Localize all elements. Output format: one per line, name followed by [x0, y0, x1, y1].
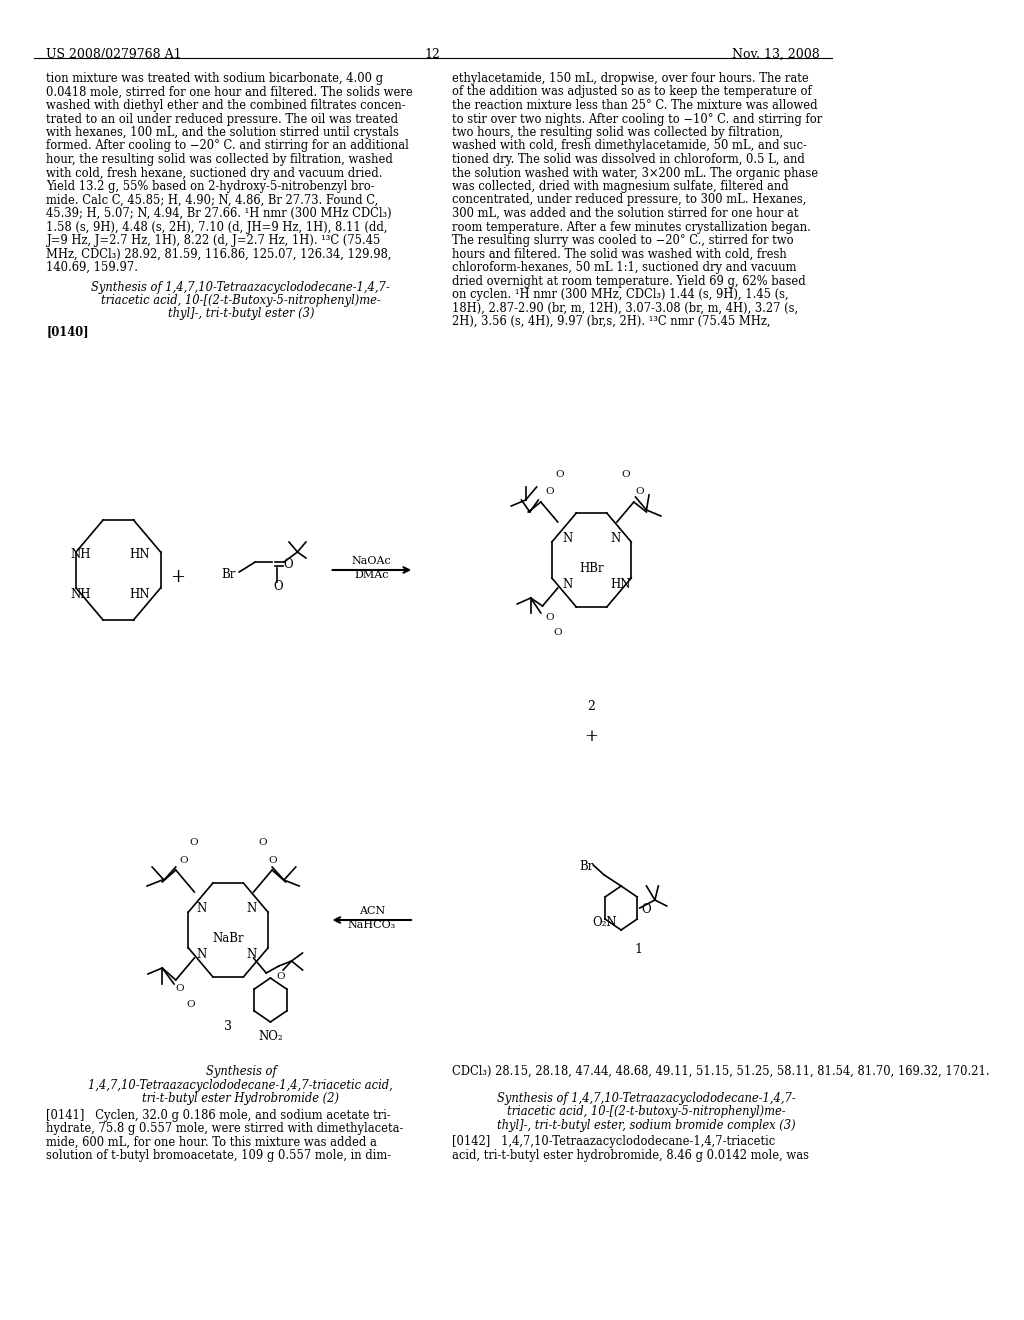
Text: MHz, CDCl₃) 28.92, 81.59, 116.86, 125.07, 126.34, 129.98,: MHz, CDCl₃) 28.92, 81.59, 116.86, 125.07… [46, 248, 392, 260]
Text: O: O [176, 983, 184, 993]
Text: 3: 3 [224, 1020, 232, 1034]
Text: concentrated, under reduced pressure, to 300 mL. Hexanes,: concentrated, under reduced pressure, to… [453, 194, 807, 206]
Text: Synthesis of 1,4,7,10-Tetraazacyclododecane-1,4,7-: Synthesis of 1,4,7,10-Tetraazacyclododec… [91, 281, 390, 293]
Text: O: O [186, 1001, 195, 1008]
Text: to stir over two nights. After cooling to −10° C. and stirring for: to stir over two nights. After cooling t… [453, 112, 822, 125]
Text: N: N [610, 532, 621, 545]
Text: O: O [273, 579, 284, 593]
Text: thyl]-, tri-t-butyl ester, sodium bromide complex (3): thyl]-, tri-t-butyl ester, sodium bromid… [498, 1119, 796, 1133]
Text: mide, 600 mL, for one hour. To this mixture was added a: mide, 600 mL, for one hour. To this mixt… [46, 1135, 378, 1148]
Text: O: O [259, 838, 267, 847]
Text: 0.0418 mole, stirred for one hour and filtered. The solids were: 0.0418 mole, stirred for one hour and fi… [46, 86, 414, 99]
Text: HN: HN [129, 548, 150, 561]
Text: Synthesis of 1,4,7,10-Tetraazacyclododecane-1,4,7-: Synthesis of 1,4,7,10-Tetraazacyclododec… [497, 1092, 796, 1105]
Text: solution of t-butyl bromoacetate, 109 g 0.557 mole, in dim-: solution of t-butyl bromoacetate, 109 g … [46, 1148, 391, 1162]
Text: washed with diethyl ether and the combined filtrates concen-: washed with diethyl ether and the combin… [46, 99, 407, 112]
Text: formed. After cooling to −20° C. and stirring for an additional: formed. After cooling to −20° C. and sti… [46, 140, 410, 153]
Text: 1.58 (s, 9H), 4.48 (s, 2H), 7.10 (d, JH=9 Hz, 1H), 8.11 (dd,: 1.58 (s, 9H), 4.48 (s, 2H), 7.10 (d, JH=… [46, 220, 388, 234]
Text: US 2008/0279768 A1: US 2008/0279768 A1 [46, 48, 182, 61]
Text: [0142]   1,4,7,10-Tetraazacyclododecane-1,4,7-triacetic: [0142] 1,4,7,10-Tetraazacyclododecane-1,… [453, 1135, 775, 1148]
Text: O: O [545, 487, 554, 496]
Text: O: O [283, 558, 293, 572]
Text: N: N [196, 902, 206, 915]
Text: NH: NH [70, 548, 90, 561]
Text: 300 mL, was added and the solution stirred for one hour at: 300 mL, was added and the solution stirr… [453, 207, 799, 220]
Text: O: O [545, 612, 554, 622]
Text: was collected, dried with magnesium sulfate, filtered and: was collected, dried with magnesium sulf… [453, 180, 788, 193]
Text: acid, tri-t-butyl ester hydrobromide, 8.46 g 0.0142 mole, was: acid, tri-t-butyl ester hydrobromide, 8.… [453, 1148, 809, 1162]
Text: O: O [268, 855, 278, 865]
Text: hydrate, 75.8 g 0.557 mole, were stirred with dimethylaceta-: hydrate, 75.8 g 0.557 mole, were stirred… [46, 1122, 403, 1135]
Text: HN: HN [129, 587, 150, 601]
Text: The resulting slurry was cooled to −20° C., stirred for two: The resulting slurry was cooled to −20° … [453, 234, 794, 247]
Text: ethylacetamide, 150 mL, dropwise, over four hours. The rate: ethylacetamide, 150 mL, dropwise, over f… [453, 73, 809, 84]
Text: CDCl₃) 28.15, 28.18, 47.44, 48.68, 49.11, 51.15, 51.25, 58.11, 81.54, 81.70, 169: CDCl₃) 28.15, 28.18, 47.44, 48.68, 49.11… [453, 1065, 990, 1078]
Text: Synthesis of: Synthesis of [206, 1065, 276, 1078]
Text: NaHCO₃: NaHCO₃ [348, 920, 396, 931]
Text: NaOAc: NaOAc [352, 556, 392, 566]
Text: J=9 Hz, J=2.7 Hz, 1H), 8.22 (d, J=2.7 Hz, 1H). ¹³C (75.45: J=9 Hz, J=2.7 Hz, 1H), 8.22 (d, J=2.7 Hz… [46, 234, 381, 247]
Text: N: N [247, 948, 257, 961]
Text: 1: 1 [634, 942, 642, 956]
Text: O: O [179, 855, 187, 865]
Text: O: O [189, 838, 198, 847]
Text: 18H), 2.87-2.90 (br, m, 12H), 3.07-3.08 (br, m, 4H), 3.27 (s,: 18H), 2.87-2.90 (br, m, 12H), 3.07-3.08 … [453, 301, 799, 314]
Text: trated to an oil under reduced pressure. The oil was treated: trated to an oil under reduced pressure.… [46, 112, 398, 125]
Text: O: O [641, 903, 651, 916]
Text: ACN: ACN [358, 906, 385, 916]
Text: mide. Calc C, 45.85; H, 4.90; N, 4.86, Br 27.73. Found C,: mide. Calc C, 45.85; H, 4.90; N, 4.86, B… [46, 194, 379, 206]
Text: N: N [562, 532, 572, 545]
Text: on cyclen. ¹H nmr (300 MHz, CDCl₃) 1.44 (s, 9H), 1.45 (s,: on cyclen. ¹H nmr (300 MHz, CDCl₃) 1.44 … [453, 288, 788, 301]
Text: O₂N: O₂N [593, 916, 617, 929]
Text: Nov. 13, 2008: Nov. 13, 2008 [732, 48, 820, 61]
Text: washed with cold, fresh dimethylacetamide, 50 mL, and suc-: washed with cold, fresh dimethylacetamid… [453, 140, 807, 153]
Text: [0141]   Cyclen, 32.0 g 0.186 mole, and sodium acetate tri-: [0141] Cyclen, 32.0 g 0.186 mole, and so… [46, 1109, 391, 1122]
Text: 45.39; H, 5.07; N, 4.94, Br 27.66. ¹H nmr (300 MHz CDCl₃): 45.39; H, 5.07; N, 4.94, Br 27.66. ¹H nm… [46, 207, 392, 220]
Text: [0140]: [0140] [46, 325, 89, 338]
Text: 12: 12 [425, 48, 440, 61]
Text: with cold, fresh hexane, suctioned dry and vacuum dried.: with cold, fresh hexane, suctioned dry a… [46, 166, 383, 180]
Text: NH: NH [70, 587, 90, 601]
Text: two hours, the resulting solid was collected by filtration,: two hours, the resulting solid was colle… [453, 125, 783, 139]
Text: tri-t-butyl ester Hydrobromide (2): tri-t-butyl ester Hydrobromide (2) [142, 1092, 339, 1105]
Text: O: O [636, 487, 644, 496]
Text: Yield 13.2 g, 55% based on 2-hydroxy-5-nitrobenzyl bro-: Yield 13.2 g, 55% based on 2-hydroxy-5-n… [46, 180, 375, 193]
Text: the reaction mixture less than 25° C. The mixture was allowed: the reaction mixture less than 25° C. Th… [453, 99, 818, 112]
Text: +: + [170, 568, 185, 586]
Text: Br: Br [579, 861, 593, 873]
Text: hour, the resulting solid was collected by filtration, washed: hour, the resulting solid was collected … [46, 153, 393, 166]
Text: HN: HN [610, 578, 631, 591]
Text: 1,4,7,10-Tetraazacyclododecane-1,4,7-triacetic acid,: 1,4,7,10-Tetraazacyclododecane-1,4,7-tri… [88, 1078, 393, 1092]
Text: Br: Br [221, 568, 236, 581]
Text: HBr: HBr [580, 562, 604, 576]
Text: NO₂: NO₂ [258, 1030, 283, 1043]
Text: triacetic acid, 10-[(2-t-Butoxy-5-nitrophenyl)me-: triacetic acid, 10-[(2-t-Butoxy-5-nitrop… [101, 294, 381, 308]
Text: DMAc: DMAc [354, 570, 389, 579]
Text: tioned dry. The solid was dissolved in chloroform, 0.5 L, and: tioned dry. The solid was dissolved in c… [453, 153, 805, 166]
Text: chloroform-hexanes, 50 mL 1:1, suctioned dry and vacuum: chloroform-hexanes, 50 mL 1:1, suctioned… [453, 261, 797, 275]
Text: hours and filtered. The solid was washed with cold, fresh: hours and filtered. The solid was washed… [453, 248, 786, 260]
Text: O: O [554, 628, 562, 638]
Text: N: N [196, 948, 206, 961]
Text: room temperature. After a few minutes crystallization began.: room temperature. After a few minutes cr… [453, 220, 811, 234]
Text: N: N [562, 578, 572, 591]
Text: 2: 2 [588, 700, 596, 713]
Text: of the addition was adjusted so as to keep the temperature of: of the addition was adjusted so as to ke… [453, 86, 812, 99]
Text: 2H), 3.56 (s, 4H), 9.97 (br,s, 2H). ¹³C nmr (75.45 MHz,: 2H), 3.56 (s, 4H), 9.97 (br,s, 2H). ¹³C … [453, 315, 771, 327]
Text: the solution washed with water, 3×200 mL. The organic phase: the solution washed with water, 3×200 mL… [453, 166, 818, 180]
Text: dried overnight at room temperature. Yield 69 g, 62% based: dried overnight at room temperature. Yie… [453, 275, 806, 288]
Text: with hexanes, 100 mL, and the solution stirred until crystals: with hexanes, 100 mL, and the solution s… [46, 125, 399, 139]
Text: 140.69, 159.97.: 140.69, 159.97. [46, 261, 138, 275]
Text: O: O [622, 470, 630, 479]
Text: tion mixture was treated with sodium bicarbonate, 4.00 g: tion mixture was treated with sodium bic… [46, 73, 384, 84]
Text: +: + [585, 729, 598, 744]
Text: triacetic acid, 10-[(2-t-butoxy-5-nitrophenyl)me-: triacetic acid, 10-[(2-t-butoxy-5-nitrop… [507, 1106, 785, 1118]
Text: O: O [555, 470, 564, 479]
Text: O: O [276, 972, 285, 981]
Text: NaBr: NaBr [212, 932, 244, 945]
Text: N: N [247, 902, 257, 915]
Text: thyl]-, tri-t-butyl ester (3): thyl]-, tri-t-butyl ester (3) [168, 308, 314, 321]
